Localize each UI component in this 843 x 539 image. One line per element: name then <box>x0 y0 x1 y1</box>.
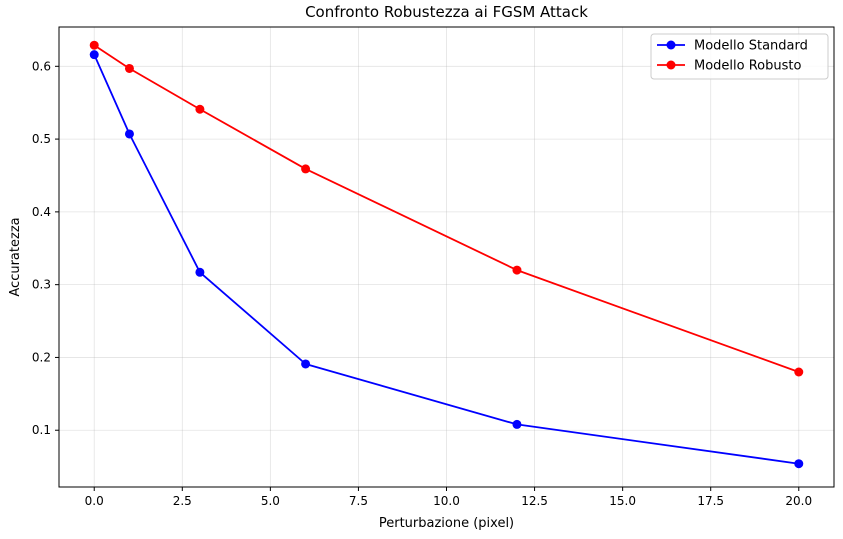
x-tick-label: 17.5 <box>697 494 724 508</box>
legend-item: Modello Standard <box>657 39 808 54</box>
legend-label: Modello Robusto <box>694 59 801 74</box>
x-tick-label: 2.5 <box>173 494 192 508</box>
y-tick-label: 0.6 <box>32 59 51 73</box>
data-point <box>89 40 99 50</box>
data-point <box>195 104 205 114</box>
x-tick-label: 12.5 <box>521 494 548 508</box>
legend: Modello Standard Modello Robusto <box>650 33 829 80</box>
y-tick-label: 0.2 <box>32 350 51 364</box>
legend-label: Modello Standard <box>694 39 808 54</box>
data-point <box>301 359 311 369</box>
data-point <box>195 267 205 277</box>
grid-lines <box>59 27 834 487</box>
x-tick-label: 7.5 <box>349 494 368 508</box>
series-line <box>93 54 799 465</box>
data-point <box>301 164 311 174</box>
y-axis-label: Accuratezza <box>8 217 23 296</box>
legend-swatch-marker <box>666 40 676 50</box>
data-point <box>512 265 522 275</box>
x-axis-ticks: 0.0 2.5 5.0 7.5 10.0 12.5 15.0 17.5 20.0 <box>85 487 812 508</box>
series-robusto <box>89 40 804 377</box>
data-point <box>124 129 134 139</box>
y-tick-label: 0.3 <box>32 278 51 292</box>
legend-box <box>650 33 829 80</box>
chart-title: Confronto Robustezza ai FGSM Attack <box>305 3 588 21</box>
x-axis-label: Perturbazione (pixel) <box>379 516 514 531</box>
y-tick-label: 0.4 <box>32 205 51 219</box>
legend-item: Modello Robusto <box>657 59 801 74</box>
series-layer <box>89 40 804 469</box>
series-standard <box>89 50 804 469</box>
data-point <box>512 419 522 429</box>
series-line <box>93 44 800 373</box>
y-tick-label: 0.1 <box>32 423 51 437</box>
data-point <box>794 367 804 377</box>
x-tick-label: 0.0 <box>85 494 104 508</box>
x-tick-label: 20.0 <box>785 494 812 508</box>
x-tick-label: 15.0 <box>609 494 636 508</box>
x-tick-label: 10.0 <box>433 494 460 508</box>
data-point <box>89 50 99 60</box>
y-axis-ticks: 0.1 0.2 0.3 0.4 0.5 0.6 <box>32 59 59 437</box>
x-tick-label: 5.0 <box>261 494 280 508</box>
data-point <box>794 459 804 469</box>
y-tick-label: 0.5 <box>32 132 51 146</box>
data-point <box>124 63 134 73</box>
legend-swatch-marker <box>666 60 676 70</box>
